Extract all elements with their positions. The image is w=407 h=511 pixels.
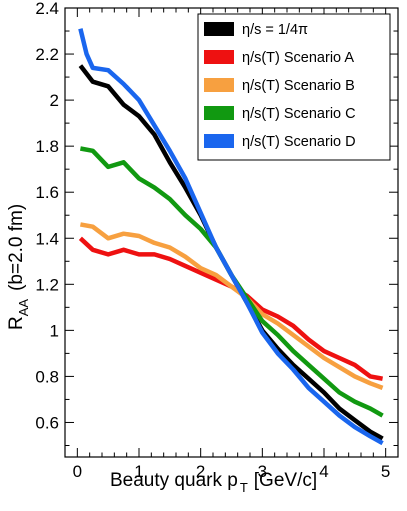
- legend-swatch-0: [204, 22, 234, 36]
- legend-swatch-4: [204, 134, 234, 148]
- x-tick-label: 5: [381, 462, 390, 481]
- y-tick-label: 0.8: [35, 367, 59, 386]
- y-axis-title-sub: AA: [16, 299, 31, 317]
- legend-label-1: η/s(T) Scenario A: [242, 50, 354, 66]
- series-line-4: [78, 28, 384, 446]
- plot-area: 0 1 2 3 4 5 0.6 0.8 1 1.2 1.4 1.6 1.8 2 2.2 2.4: [35, 0, 399, 481]
- legend-label-3: η/s(T) Scenario C: [242, 106, 356, 122]
- x-axis-title: Beauty quark p T [GeV/c]: [110, 470, 317, 495]
- svg-text:RAA(b=2.0 fm): RAA (b=2.0 fm): [6, 204, 31, 330]
- series-line-1: [78, 236, 384, 381]
- x-tick-label: 1: [134, 462, 143, 481]
- x-tick-label: 4: [319, 462, 328, 481]
- y-tick-label: 2: [50, 91, 59, 110]
- x-tick-label: 2: [196, 462, 205, 481]
- y-tick-label: 2.2: [35, 45, 59, 64]
- x-tick-label: 0: [73, 462, 82, 481]
- x-axis-title-unit: [GeV/c]: [254, 470, 317, 491]
- legend-swatch-3: [204, 106, 234, 120]
- y-axis-title-main: R: [6, 316, 27, 330]
- y-axis-title-extra: (b=2.0 fm): [6, 204, 27, 291]
- y-tick-label: 1.2: [35, 275, 59, 294]
- x-axis-title-main: Beauty quark p: [110, 470, 238, 491]
- y-tick-label: 1.4: [35, 229, 59, 248]
- legend-label-2: η/s(T) Scenario B: [242, 78, 355, 94]
- y-tick-label: 1.8: [35, 137, 59, 156]
- series-line-3: [79, 146, 384, 418]
- legend-label-4: η/s(T) Scenario D: [242, 134, 356, 150]
- y-axis-title: RAA (b=2.0 fm): [6, 204, 31, 330]
- plot-frame: [64, 7, 399, 458]
- series-line-2: [79, 222, 384, 391]
- legend-label-0: η/s = 1/4π: [242, 22, 308, 38]
- legend: η/s = 1/4π η/s(T) Scenario A η/s(T) Scenar…: [197, 13, 391, 161]
- y-tick-label: 1: [50, 321, 59, 340]
- y-tick-label: 1.6: [35, 183, 59, 202]
- y-tick-label: 0.6: [35, 413, 59, 432]
- x-axis-title-sub: T: [240, 480, 248, 495]
- legend-swatch-1: [204, 50, 234, 64]
- legend-swatch-2: [204, 78, 234, 92]
- x-tick-label: 3: [258, 462, 267, 481]
- svg-text:Beauty quark pT[GeV/c]: Beauty quark p T [GeV/c]: [110, 470, 317, 495]
- y-tick-label: 2.4: [35, 0, 59, 18]
